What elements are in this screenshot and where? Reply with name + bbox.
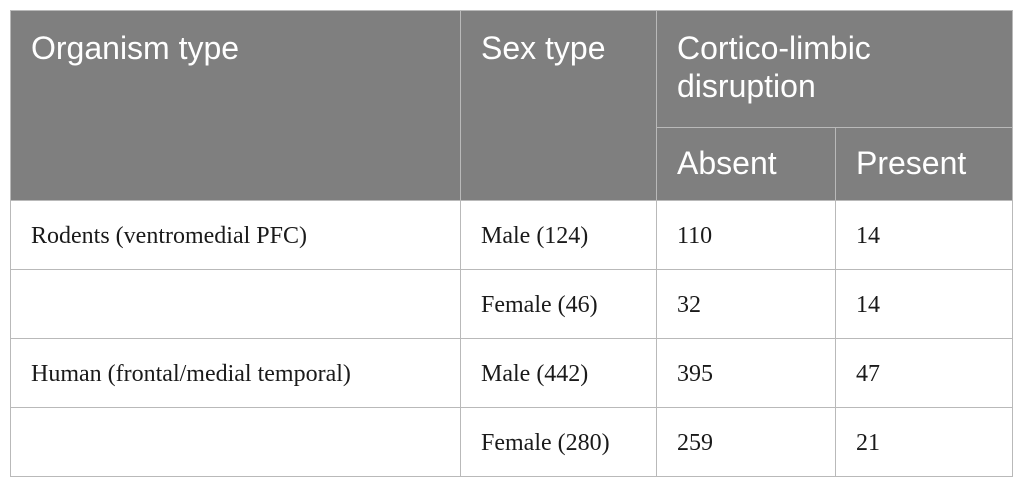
cell-organism: Human (frontal/medial temporal) <box>10 338 461 408</box>
cell-absent: 259 <box>656 407 836 477</box>
table-row: Rodents (ventromedial PFC) Male (124) 11… <box>10 200 1013 270</box>
cell-sex: Female (46) <box>460 269 657 339</box>
table-body: Rodents (ventromedial PFC) Male (124) 11… <box>10 200 1013 477</box>
cell-organism <box>10 269 461 339</box>
header-cortico-limbic-disruption: Cortico-limbic disruption <box>656 10 1013 128</box>
cell-sex: Male (124) <box>460 200 657 270</box>
cell-absent: 32 <box>656 269 836 339</box>
header-organism-type: Organism type <box>10 10 461 201</box>
cell-present: 47 <box>835 338 1013 408</box>
cell-present: 14 <box>835 200 1013 270</box>
cell-absent: 110 <box>656 200 836 270</box>
cell-present: 21 <box>835 407 1013 477</box>
header-absent: Absent <box>656 127 836 201</box>
header-sex-type: Sex type <box>460 10 657 201</box>
cell-absent: 395 <box>656 338 836 408</box>
cell-present: 14 <box>835 269 1013 339</box>
cell-sex: Female (280) <box>460 407 657 477</box>
table-row: Human (frontal/medial temporal) Male (44… <box>10 338 1013 408</box>
cell-organism: Rodents (ventromedial PFC) <box>10 200 461 270</box>
header-present: Present <box>835 127 1013 201</box>
table-row: Female (46) 32 14 <box>10 269 1013 339</box>
cell-sex: Male (442) <box>460 338 657 408</box>
data-table: Organism type Sex type Cortico-limbic di… <box>10 10 1013 477</box>
cell-organism <box>10 407 461 477</box>
table-header: Organism type Sex type Cortico-limbic di… <box>10 10 1013 201</box>
table-row: Female (280) 259 21 <box>10 407 1013 477</box>
